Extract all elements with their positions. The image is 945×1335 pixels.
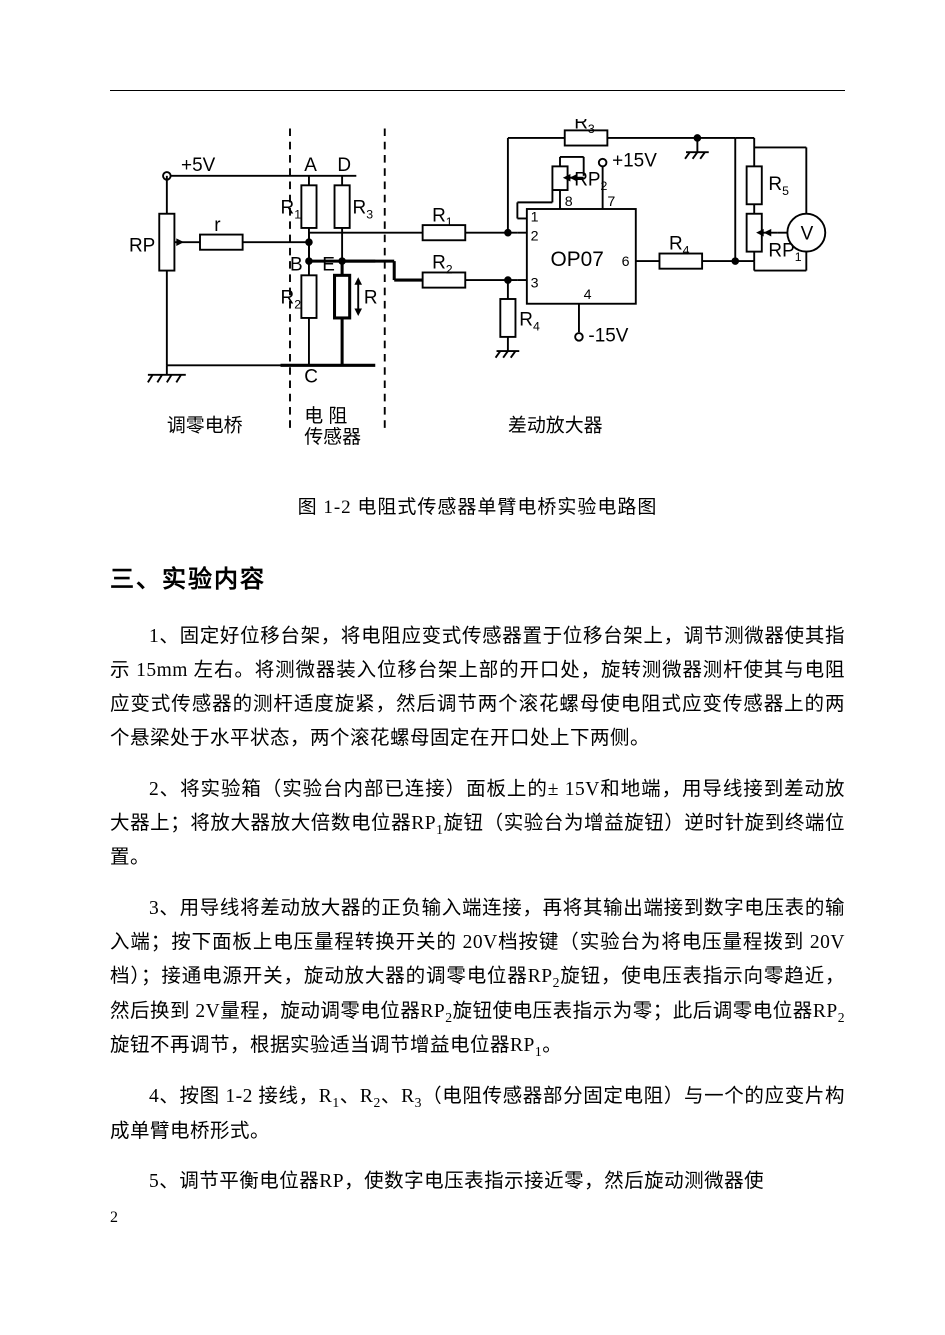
para-5: 5、调节平衡电位器RP，使数字电压表指示接近零，然后旋动测微器使 bbox=[110, 1165, 845, 1199]
p3c: 旋钮使电压表指示为零；此后调零电位器RP bbox=[453, 1001, 838, 1022]
lbl-R: R bbox=[364, 288, 378, 309]
lbl-r: r bbox=[214, 215, 220, 236]
para-2: 2、将实验箱（实验台内部已连接）面板上的± 15V和地端，用导线接到差动放大器上… bbox=[110, 773, 845, 876]
lbl-Rin2: R2 bbox=[432, 253, 453, 277]
figure-caption: 图 1-2 电阻式传感器单臂电桥实验电路图 bbox=[110, 492, 845, 519]
para-3: 3、用导线将差动放大器的正负输入端连接，再将其输出端接到数字电压表的输入端；按下… bbox=[110, 892, 845, 1065]
lbl-chip: OP07 bbox=[551, 248, 604, 271]
lbl-plus5v: +5V bbox=[181, 155, 216, 176]
pin2: 2 bbox=[531, 228, 539, 244]
pin7: 7 bbox=[607, 194, 615, 210]
sect-zeroing: 调零电桥 bbox=[167, 415, 243, 437]
pin6: 6 bbox=[622, 254, 630, 270]
p4a: 4、按图 1-2 接线，R bbox=[149, 1086, 332, 1107]
pin8: 8 bbox=[565, 194, 573, 210]
lbl-R4l: R4 bbox=[519, 310, 540, 334]
lbl-RP: RP bbox=[129, 236, 155, 257]
sect-sensor-1: 电 阻 bbox=[304, 405, 347, 427]
section-title: 三、实验内容 bbox=[110, 559, 845, 594]
p4c: 、R bbox=[381, 1086, 415, 1107]
p4b: 、R bbox=[340, 1086, 374, 1107]
circuit-svg: +5V +15V -15V A D B E C r RP R1 R3 R2 R … bbox=[110, 119, 830, 479]
lbl-R5: R5 bbox=[768, 174, 789, 198]
lbl-D: D bbox=[337, 155, 351, 176]
lbl-R1: R1 bbox=[281, 198, 302, 222]
lbl-R2: R2 bbox=[281, 288, 302, 312]
lbl-A: A bbox=[304, 155, 317, 176]
sect-sensor-2: 传感器 bbox=[304, 426, 361, 448]
pin1: 1 bbox=[531, 209, 539, 225]
lbl-R4r: R4 bbox=[669, 234, 690, 258]
lbl-V: V bbox=[801, 223, 814, 244]
lbl-C: C bbox=[304, 366, 318, 387]
lbl-B: B bbox=[290, 255, 303, 276]
para-1: 1、固定好位移台架，将电阻应变式传感器置于位移台架上，调节测微器使其指示 15m… bbox=[110, 620, 845, 757]
sect-amp: 差动放大器 bbox=[508, 415, 603, 437]
page-number: 2 bbox=[110, 1209, 118, 1227]
pin4: 4 bbox=[584, 287, 592, 303]
p3d: 旋钮不再调节，根据实验适当调节增益电位器RP bbox=[110, 1035, 535, 1056]
lbl-R3: R3 bbox=[353, 198, 374, 222]
circuit-figure: +5V +15V -15V A D B E C r RP R1 R3 R2 R … bbox=[110, 119, 845, 519]
lbl-E: E bbox=[322, 255, 335, 276]
para-4: 4、按图 1-2 接线，R1、R2、R3（电阻传感器部分固定电阻）与一个的应变片… bbox=[110, 1080, 845, 1149]
lbl-Rin1: R1 bbox=[432, 205, 453, 229]
top-rule bbox=[110, 90, 845, 91]
lbl-plus15v: +15V bbox=[612, 150, 657, 171]
p3e: 。 bbox=[542, 1035, 562, 1056]
pin3: 3 bbox=[531, 276, 539, 292]
lbl-minus15v: -15V bbox=[588, 326, 628, 347]
